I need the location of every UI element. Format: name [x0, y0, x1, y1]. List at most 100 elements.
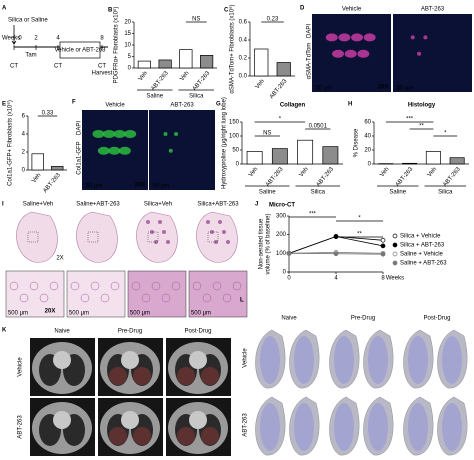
signal — [168, 148, 173, 153]
x-tick-label: Veh — [248, 166, 259, 178]
y-tick-label: 0 — [368, 162, 372, 168]
y-tick-label: 20 — [124, 20, 131, 26]
lesion — [226, 240, 230, 244]
label: CT — [54, 64, 62, 70]
legend-marker — [392, 233, 398, 239]
lung-section — [196, 211, 238, 263]
legend-marker — [392, 260, 398, 266]
panel-letter: E — [2, 102, 6, 108]
inset-box — [207, 231, 219, 243]
heart — [189, 351, 207, 369]
y-tick-label: 0 — [128, 66, 132, 72]
y-tick-label: 0 — [283, 270, 287, 276]
chart-title: Collagen — [280, 103, 306, 109]
airway-volume — [442, 336, 462, 384]
y-tick-label: 50 — [232, 148, 239, 154]
label: Weeks — [2, 36, 20, 42]
y-axis-label: volume (% of baseline) — [266, 213, 272, 274]
y-tick-label: 6 — [22, 114, 26, 120]
label: DAPI — [307, 24, 313, 38]
x-tick-label: Veh — [299, 166, 310, 178]
alveolus — [212, 281, 222, 291]
lung-render — [403, 396, 434, 456]
annotation: *** — [406, 117, 414, 123]
heart — [189, 411, 207, 429]
y-tick-label: 0.2 — [239, 56, 248, 62]
annotation: 0.33 — [42, 111, 54, 117]
airway-volume — [368, 403, 388, 451]
lung-render — [329, 329, 360, 389]
x-tick-label: Veh — [379, 166, 390, 178]
y-tick-label: 5 — [128, 54, 132, 60]
label: 50 μm — [153, 184, 170, 190]
annotation: 0.0501 — [309, 124, 328, 130]
airway-volume — [334, 336, 354, 384]
y-tick-label: 2 — [22, 150, 26, 156]
airway-volume — [260, 336, 280, 384]
lung-section — [16, 211, 58, 263]
alveolus — [222, 293, 232, 303]
panel-letter: A — [2, 6, 7, 12]
alveolus — [110, 281, 120, 291]
chart-title: Histology — [408, 103, 436, 109]
lung-section — [136, 211, 178, 263]
alveolus — [151, 281, 161, 291]
signal — [417, 51, 422, 56]
x-tick-label: ABT-263 — [442, 166, 462, 188]
alveolus — [141, 293, 151, 303]
signal — [423, 35, 428, 40]
panel-letter: C — [224, 8, 229, 14]
label: Harvest — [92, 71, 113, 77]
point — [333, 251, 339, 257]
bar — [271, 148, 288, 165]
panel-letter: L — [240, 298, 244, 304]
disease — [109, 427, 127, 445]
y-axis-label: Hydroxyproline (μg/right lung lobe) — [222, 97, 228, 189]
disease — [201, 367, 219, 385]
x-tick-label: ABT-263 — [150, 70, 170, 92]
disease — [177, 367, 195, 385]
alveolus — [29, 281, 39, 291]
bar — [200, 54, 214, 69]
alveolus — [202, 293, 212, 303]
y-tick-label: 0.6 — [239, 20, 248, 26]
inset-box — [147, 231, 159, 243]
lung-render — [289, 329, 320, 389]
label: Silica or Saline — [8, 18, 48, 24]
x-tick-label: ABT-263 — [192, 70, 212, 92]
airway-volume — [408, 403, 428, 451]
label: 50 μm — [316, 86, 333, 92]
x-tick-label: Veh — [31, 172, 42, 184]
lesion — [162, 230, 166, 234]
legend-label: Silica + Vehicle — [400, 234, 441, 240]
label: Pre-Drug — [351, 316, 375, 322]
disease — [133, 367, 151, 385]
annotation: NS — [263, 131, 271, 137]
point — [286, 250, 292, 256]
label: Silica+Veh — [144, 202, 172, 208]
bar — [276, 62, 291, 77]
annotation: * — [358, 216, 361, 222]
y-axis-label: PDGFRα+ Fibroblasts (x10⁶) — [113, 7, 120, 84]
label: 20X — [45, 309, 56, 315]
bar — [449, 157, 465, 165]
label: Col1a1-GFP — [77, 141, 83, 174]
panel-letter: F — [72, 100, 76, 106]
alveolus — [49, 281, 59, 291]
x-tick-label: Veh — [179, 70, 190, 82]
label: Vehicle — [342, 7, 362, 13]
panel-letter: H — [348, 102, 352, 108]
x-tick-label: Veh — [255, 78, 266, 90]
group-label: Saline — [389, 190, 406, 196]
point — [333, 234, 339, 239]
label: Saline+Veh — [23, 202, 54, 208]
signal — [351, 33, 364, 42]
label: 20X — [378, 85, 389, 91]
label: 500 μm — [130, 311, 150, 317]
signal — [174, 132, 179, 136]
label: 2X — [56, 256, 63, 262]
signal — [363, 33, 376, 42]
label: CT — [98, 64, 106, 70]
x-tick-label: ABT-263 — [316, 166, 336, 188]
